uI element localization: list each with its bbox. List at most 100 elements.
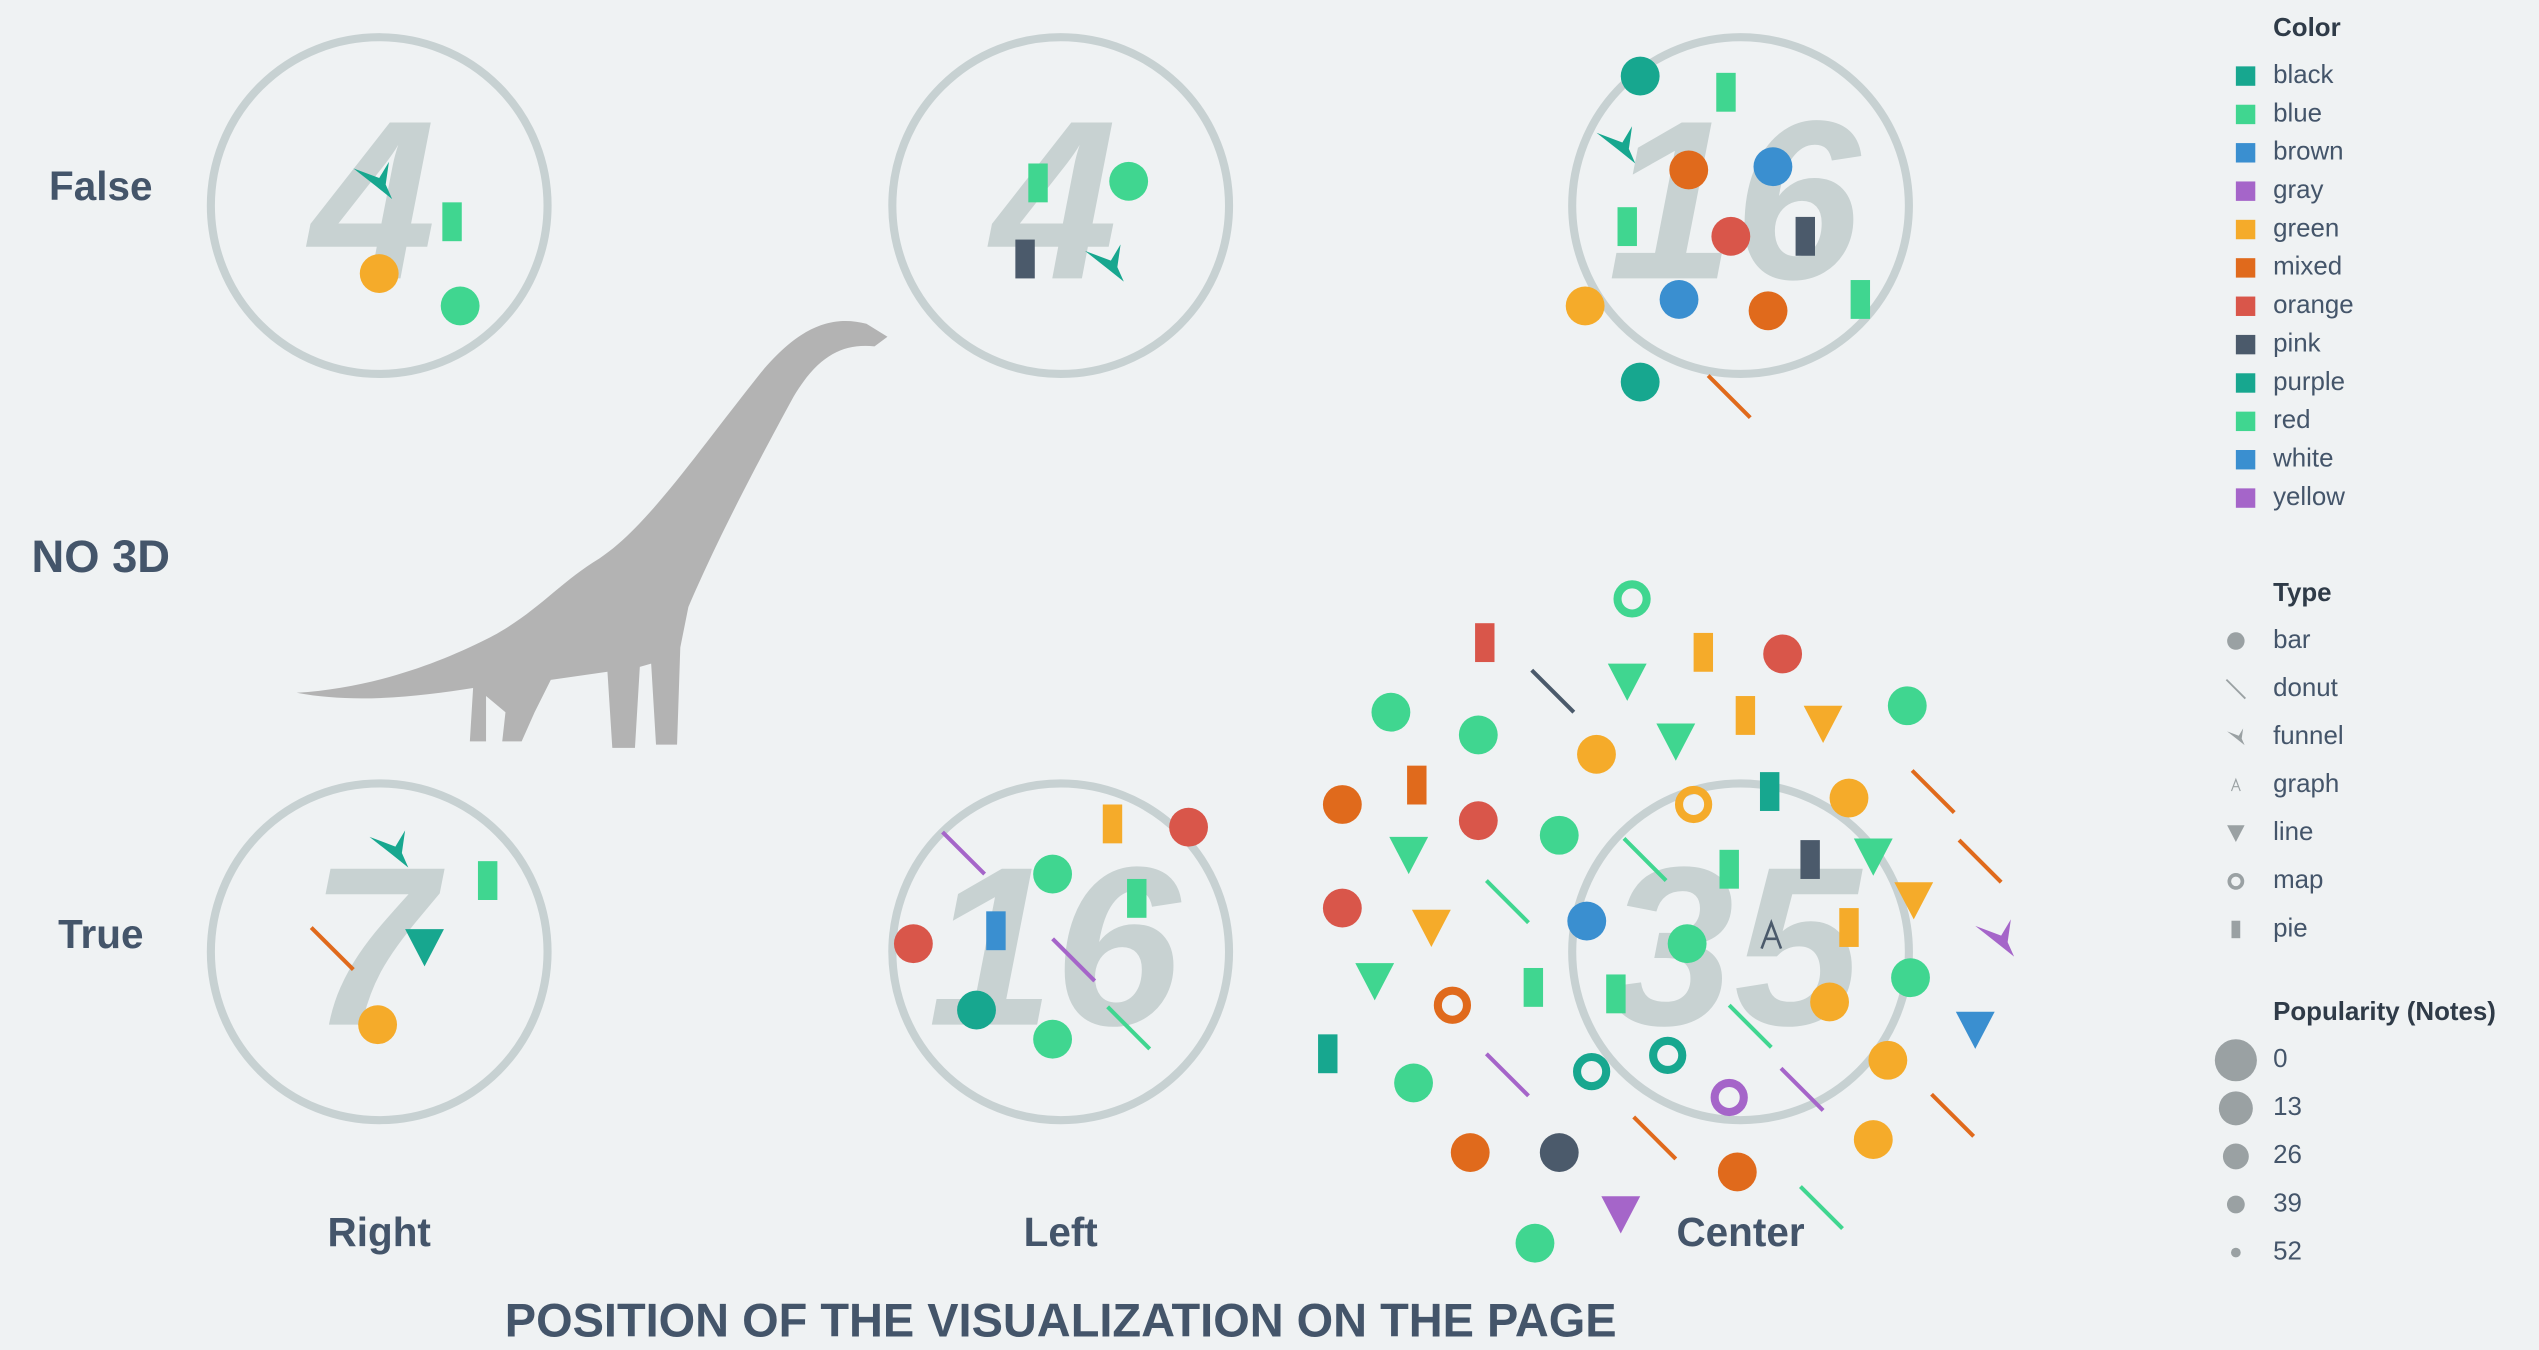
item-glyph xyxy=(369,830,409,868)
legend-label: 39 xyxy=(2273,1189,2302,1217)
item-glyph xyxy=(1394,1063,1433,1103)
item-glyph xyxy=(1779,1066,1825,1112)
item-glyph xyxy=(1760,918,1783,950)
axis-title: POSITION OF THE VISUALIZATION ON THE PAG… xyxy=(505,1295,1617,1347)
item-glyph xyxy=(1753,147,1793,187)
item-glyph xyxy=(1106,1005,1152,1051)
item-glyph xyxy=(1799,1185,1844,1231)
legend-size xyxy=(2214,1039,2257,1082)
item-glyph xyxy=(1028,163,1048,203)
item-glyph xyxy=(1853,1120,1893,1159)
item-glyph xyxy=(1539,1133,1579,1172)
legend-label: green xyxy=(2273,214,2339,242)
legend-icon xyxy=(2227,632,2245,650)
item-glyph xyxy=(1169,807,1208,847)
item-glyph xyxy=(1632,1115,1678,1161)
column-label: Center xyxy=(1676,1209,1804,1255)
cell-circle xyxy=(888,33,1234,378)
item-glyph xyxy=(893,924,933,964)
item-glyph xyxy=(1407,765,1427,805)
item-glyph xyxy=(1322,785,1362,824)
legend-label: mixed xyxy=(2273,253,2342,281)
legend-icon xyxy=(2225,678,2246,700)
item-glyph xyxy=(1515,1223,1555,1263)
legend-swatch xyxy=(2235,411,2256,432)
item-glyph xyxy=(1850,280,1871,319)
legend-label: orange xyxy=(2273,291,2354,319)
item-glyph xyxy=(1573,1052,1611,1091)
item-glyph xyxy=(1894,882,1934,920)
item-glyph xyxy=(1891,958,1930,998)
item-glyph xyxy=(1748,291,1788,331)
item-glyph xyxy=(1475,623,1495,663)
item-glyph xyxy=(1763,634,1803,674)
legend-swatch xyxy=(2235,181,2256,201)
legend-label: donut xyxy=(2273,674,2338,702)
item-glyph xyxy=(1868,1040,1908,1080)
legend-label: 13 xyxy=(2273,1093,2302,1121)
legend-title: Color xyxy=(2273,14,2341,42)
item-glyph xyxy=(1606,974,1626,1014)
item-glyph xyxy=(1910,769,1956,815)
item-glyph xyxy=(1322,888,1362,928)
legend-swatch xyxy=(2235,450,2256,470)
item-glyph xyxy=(1717,1152,1757,1192)
legend-size xyxy=(2226,1195,2245,1214)
item-glyph xyxy=(1318,1034,1338,1074)
item-glyph xyxy=(1484,1052,1530,1098)
legend-size xyxy=(2231,1247,2241,1258)
item-glyph xyxy=(1853,838,1893,876)
item-glyph xyxy=(1607,663,1647,701)
legend-label: 0 xyxy=(2273,1045,2287,1073)
legend-swatch xyxy=(2235,373,2256,393)
legend-swatch xyxy=(2235,488,2256,508)
item-glyph xyxy=(1127,878,1147,918)
legend-size xyxy=(2222,1143,2249,1170)
legend-icon xyxy=(2227,873,2245,890)
column-label: Right xyxy=(328,1209,431,1255)
item-glyph xyxy=(1102,804,1123,844)
item-glyph xyxy=(1596,126,1636,164)
cells: 4 4 167 16 35 xyxy=(206,33,1913,1125)
item-glyph xyxy=(957,990,996,1030)
legend-size xyxy=(2218,1091,2253,1126)
item-glyph xyxy=(1613,580,1651,618)
item-glyph xyxy=(1716,72,1736,112)
item-glyph xyxy=(1622,837,1668,883)
legend-swatch xyxy=(2235,143,2256,163)
item-glyph xyxy=(1656,723,1696,761)
item-glyph xyxy=(1530,668,1576,714)
row-label: True xyxy=(58,911,143,957)
item-glyph xyxy=(1719,849,1739,889)
item-glyph xyxy=(1617,207,1637,247)
legend-swatch xyxy=(2235,104,2256,125)
item-glyph xyxy=(1674,785,1713,824)
legend-title: Type xyxy=(2273,579,2331,607)
legend-icon xyxy=(2230,777,2241,792)
item-glyph xyxy=(1795,216,1816,256)
item-glyph xyxy=(1887,686,1927,726)
legend-label: gray xyxy=(2273,176,2323,204)
item-glyph xyxy=(1458,715,1498,755)
item-glyph xyxy=(1567,901,1607,941)
item-glyph xyxy=(442,202,462,242)
legend-label: 52 xyxy=(2273,1237,2302,1265)
item-glyph xyxy=(1355,963,1395,1001)
legend-label: map xyxy=(2273,866,2323,894)
legend-label: funnel xyxy=(2273,722,2344,750)
item-glyph xyxy=(1565,286,1605,326)
column-label: Left xyxy=(1024,1209,1098,1255)
item-glyph xyxy=(1706,374,1752,420)
legend-label: purple xyxy=(2273,368,2345,396)
legend-icon xyxy=(2231,920,2241,939)
legend-label: white xyxy=(2272,445,2333,473)
item-glyph xyxy=(1051,937,1097,983)
cell-count: 16 xyxy=(1608,74,1862,327)
item-glyph xyxy=(1727,1003,1773,1049)
item-glyph xyxy=(1759,772,1780,811)
cell-circle xyxy=(1568,33,1913,378)
item-glyph xyxy=(1620,362,1660,402)
item-glyph xyxy=(1975,919,2015,957)
item-glyph xyxy=(1735,696,1756,735)
